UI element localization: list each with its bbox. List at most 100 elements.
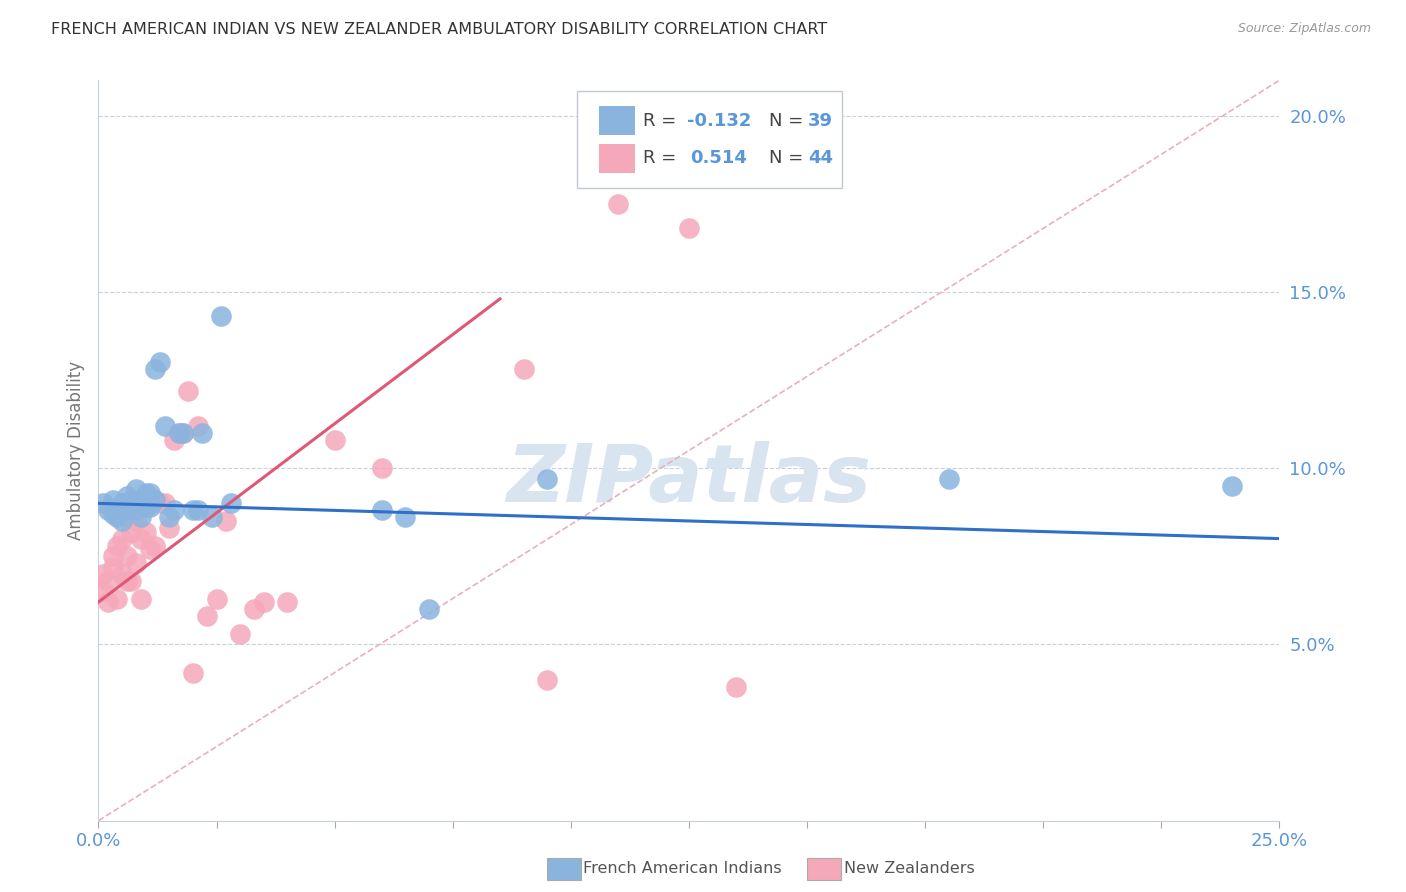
Text: Source: ZipAtlas.com: Source: ZipAtlas.com [1237, 22, 1371, 36]
Text: -0.132: -0.132 [686, 112, 751, 129]
Point [129, 510, 152, 524]
Text: New Zealanders: New Zealanders [844, 862, 974, 876]
Point [177, 384, 200, 398]
Point [201, 510, 224, 524]
Point [121, 574, 143, 588]
Point [125, 503, 148, 517]
Point [101, 507, 124, 521]
Point [725, 680, 748, 694]
Point [129, 492, 152, 507]
Point [125, 482, 148, 496]
Point [536, 472, 558, 486]
Point [111, 532, 134, 546]
Point [101, 549, 124, 564]
Point [149, 355, 172, 369]
Point [938, 472, 960, 486]
Point [181, 503, 204, 517]
Point [209, 310, 232, 324]
Point [129, 532, 152, 546]
Text: 0.514: 0.514 [690, 149, 747, 167]
Point [167, 425, 190, 440]
Point [172, 425, 194, 440]
Text: 39: 39 [808, 112, 834, 129]
Point [115, 503, 138, 517]
Point [91, 496, 114, 510]
Point [143, 539, 166, 553]
Point [149, 496, 172, 510]
Point [143, 492, 166, 507]
Point [172, 425, 194, 440]
Text: N =: N = [769, 112, 810, 129]
Point [111, 566, 134, 581]
Point [157, 510, 180, 524]
Point [143, 362, 166, 376]
Point [91, 566, 114, 581]
Point [418, 602, 440, 616]
Point [121, 500, 143, 514]
Point [536, 673, 558, 687]
Y-axis label: Ambulatory Disability: Ambulatory Disability [66, 361, 84, 540]
Text: 44: 44 [808, 149, 834, 167]
Point [91, 584, 114, 599]
Point [153, 418, 176, 433]
Point [105, 539, 128, 553]
FancyBboxPatch shape [599, 106, 634, 136]
Point [125, 556, 148, 570]
Point [139, 500, 162, 514]
Point [276, 595, 298, 609]
Point [121, 524, 143, 539]
Point [115, 489, 138, 503]
Point [215, 514, 238, 528]
Point [101, 559, 124, 574]
Point [111, 496, 134, 510]
Text: French American Indians: French American Indians [583, 862, 782, 876]
Point [157, 521, 180, 535]
Point [181, 665, 204, 680]
Point [607, 196, 630, 211]
Point [129, 591, 152, 606]
Point [323, 433, 346, 447]
Point [678, 221, 700, 235]
Point [195, 609, 218, 624]
Point [219, 496, 242, 510]
Point [135, 524, 157, 539]
Point [371, 461, 394, 475]
Point [111, 514, 134, 528]
Point [512, 362, 534, 376]
Point [163, 433, 186, 447]
Point [105, 591, 128, 606]
Point [101, 492, 124, 507]
Point [121, 492, 143, 507]
Text: FRENCH AMERICAN INDIAN VS NEW ZEALANDER AMBULATORY DISABILITY CORRELATION CHART: FRENCH AMERICAN INDIAN VS NEW ZEALANDER … [51, 22, 827, 37]
Point [1220, 479, 1243, 493]
Point [105, 510, 128, 524]
Point [115, 574, 138, 588]
Point [97, 574, 120, 588]
Point [97, 595, 120, 609]
Point [163, 503, 186, 517]
Text: ZIPatlas: ZIPatlas [506, 441, 872, 519]
Point [253, 595, 276, 609]
Point [167, 425, 190, 440]
Point [139, 485, 162, 500]
Point [187, 503, 209, 517]
Point [125, 514, 148, 528]
FancyBboxPatch shape [576, 91, 842, 187]
Point [139, 542, 162, 557]
Point [153, 496, 176, 510]
Text: R =: R = [643, 112, 682, 129]
Point [243, 602, 266, 616]
Point [191, 425, 214, 440]
Point [394, 510, 416, 524]
Point [115, 549, 138, 564]
Point [187, 418, 209, 433]
Point [135, 485, 157, 500]
Point [135, 500, 157, 514]
Point [371, 503, 394, 517]
Point [229, 627, 252, 641]
Point [97, 503, 120, 517]
Text: R =: R = [643, 149, 688, 167]
Text: N =: N = [769, 149, 810, 167]
FancyBboxPatch shape [599, 144, 634, 173]
Point [205, 591, 228, 606]
